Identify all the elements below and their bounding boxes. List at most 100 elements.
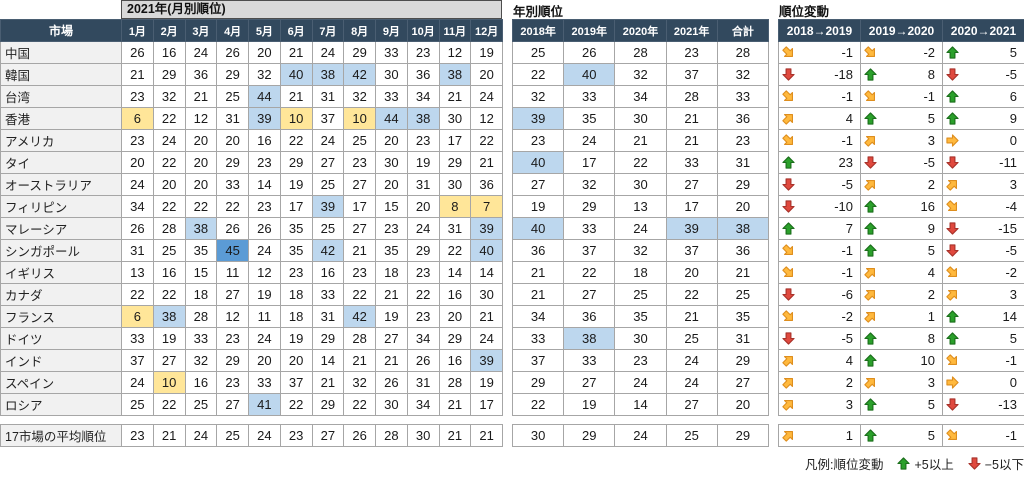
arrow-up-icon: [946, 112, 959, 125]
market-row: ドイツ 33 19 33 23 24 19 29 28 27 34 29 24: [0, 327, 503, 350]
rank-cell: 18: [614, 261, 667, 284]
change-value: -1: [1005, 353, 1017, 368]
change-cell: 0: [942, 129, 1024, 152]
rank-cell: 40: [511, 151, 565, 174]
rank-cell: 27: [343, 173, 376, 196]
arrow-down-right-icon: [946, 266, 957, 277]
rank-cell: 18: [375, 261, 408, 284]
market-label: オーストラリア: [0, 173, 122, 196]
rank-cell: 8: [438, 195, 472, 218]
change-value: -2: [923, 45, 935, 60]
rank-cell: 39: [248, 107, 281, 130]
rank-cell: 21: [665, 107, 718, 130]
market-row: 40 33 24 39 38: [511, 217, 769, 240]
change-cell: -1: [778, 41, 861, 64]
change-cell: -2: [778, 305, 861, 328]
arrow-up-icon: [864, 200, 877, 213]
rank-cell: 29: [406, 239, 440, 262]
market-row: -5 2 3: [778, 173, 1024, 196]
arrow-right-icon: [946, 376, 959, 389]
market-row: 2 3 0: [778, 371, 1024, 394]
rank-cell: 32: [248, 63, 281, 86]
rank-cell: 29: [216, 63, 249, 86]
rank-cell: 26: [216, 41, 249, 64]
rank-cell: 30: [470, 283, 503, 306]
rank-cell: 20: [248, 41, 281, 64]
market-row: -1 -1 6: [778, 85, 1024, 108]
arrow-up-icon: [864, 112, 877, 125]
market-row: 37 33 23 24 29: [511, 349, 769, 372]
rank-cell: 28: [375, 424, 408, 447]
rank-cell: 23: [614, 349, 667, 372]
rank-cell: 36: [716, 239, 769, 262]
rank-cell: 37: [279, 371, 313, 394]
rank-cell: 23: [716, 129, 769, 152]
month-column-header: 10月: [406, 19, 440, 42]
rank-cell: 28: [343, 327, 376, 350]
rank-cell: 38: [563, 327, 616, 350]
arrow-up-icon: [864, 222, 877, 235]
rank-cell: 34: [406, 85, 440, 108]
rank-cell: 33: [311, 283, 345, 306]
rank-cell: 29: [511, 371, 565, 394]
rank-cell: 25: [152, 239, 186, 262]
change-cell: -6: [778, 283, 861, 306]
arrow-up-right-icon: [864, 180, 875, 191]
rank-cell: 26: [375, 371, 408, 394]
market-row: 香港 6 22 12 31 39 10 37 10 44 38 30 12: [0, 107, 503, 130]
rank-cell: 29: [279, 151, 313, 174]
rank-cell: 22: [511, 63, 565, 86]
rank-cell: 38: [716, 217, 769, 240]
month-column-header: 5月: [248, 19, 281, 42]
rank-cell: 22: [279, 393, 313, 416]
change-cell: 3: [778, 393, 861, 416]
change-value: 2: [845, 375, 853, 390]
rank-cell: 36: [563, 305, 616, 328]
rank-cell: 27: [665, 393, 718, 416]
rank-cell: 22: [406, 283, 440, 306]
header-row: 2018→2019 2019→2020 2020→2021: [778, 19, 1024, 42]
rank-cell: 37: [665, 239, 718, 262]
market-row: スペイン 24 10 16 23 33 37 21 32 26 31 28 19: [0, 371, 503, 394]
rank-cell: 27: [216, 393, 249, 416]
rank-cell: 22: [665, 283, 718, 306]
rank-cell: 42: [311, 239, 345, 262]
month-column-header: 12月: [470, 19, 503, 42]
arrow-up-right-icon: [782, 114, 793, 125]
change-cell: 16: [860, 195, 943, 218]
change-value: 3: [927, 375, 935, 390]
change-cell: -2: [942, 261, 1024, 284]
arrow-up-icon: [946, 46, 959, 59]
change-value: 10: [920, 353, 935, 368]
rank-cell: 19: [511, 195, 565, 218]
rank-cell: 25: [311, 217, 345, 240]
rank-cell: 30: [614, 173, 667, 196]
change-cell: -5: [942, 63, 1024, 86]
rank-cell: 22: [511, 393, 565, 416]
rank-cell: 32: [563, 173, 616, 196]
month-column-header: 11月: [438, 19, 472, 42]
rank-cell: 29: [311, 327, 345, 350]
change-cell: -5: [778, 327, 861, 350]
change-cell: 5: [860, 239, 943, 262]
rank-cell: 21: [152, 424, 186, 447]
rank-cell: 12: [184, 107, 218, 130]
month-column-header: 1月: [121, 19, 154, 42]
rank-cell: 24: [563, 129, 616, 152]
rank-cell: 33: [184, 327, 218, 350]
rank-cell: 32: [184, 349, 218, 372]
change-cell: 23: [778, 151, 861, 174]
rank-cell: 20: [438, 305, 472, 328]
market-row: 23 24 21 21 23: [511, 129, 769, 152]
change-period-header: 2018→2019: [778, 19, 861, 42]
change-value: 2: [927, 177, 935, 192]
change-value: 9: [1009, 111, 1017, 126]
rank-cell: 36: [184, 63, 218, 86]
market-label: カナダ: [0, 283, 122, 306]
monthly-average-row-table: 17市場の平均順位 23 21 24 25 24 23 27 26 28 30 21 21: [0, 424, 503, 447]
market-label: フランス: [0, 305, 122, 328]
rank-cell: 20: [216, 129, 249, 152]
rank-cell: 32: [511, 85, 565, 108]
market-row: 22 40 32 37 32: [511, 63, 769, 86]
change-cell: 4: [860, 261, 943, 284]
